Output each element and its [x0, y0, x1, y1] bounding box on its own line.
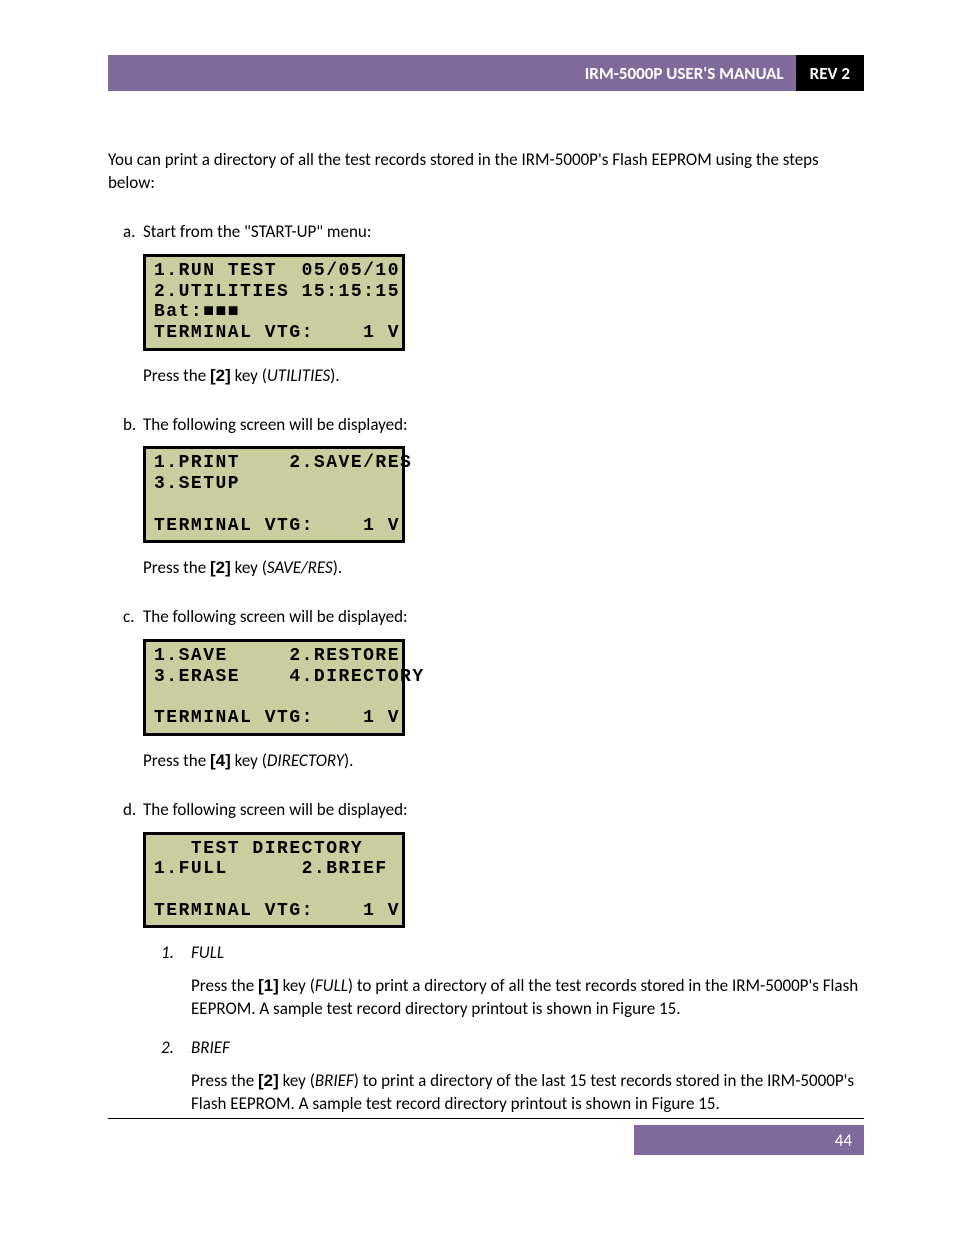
key-label: [1] — [258, 976, 279, 995]
option-title: BRIEF — [191, 1037, 230, 1060]
lcd-screen-directory: TEST DIRECTORY 1.FULL 2.BRIEF TERMINAL V… — [143, 832, 405, 929]
footer-rule — [108, 1118, 864, 1119]
desc-pre: Press the — [191, 1070, 258, 1091]
step-letter: b. — [108, 414, 143, 603]
press-pre: Press the — [143, 557, 210, 578]
key-label: [2] — [258, 1071, 279, 1090]
step-a: a. Start from the "START-UP" menu: 1.RUN… — [108, 221, 864, 410]
intro-text: You can print a directory of all the tes… — [108, 149, 864, 195]
key-label: [4] — [210, 751, 231, 770]
press-pre: Press the — [143, 750, 210, 771]
desc-label: FULL — [315, 975, 348, 996]
press-mid: key ( — [231, 365, 267, 386]
lcd-line: TERMINAL VTG: 1 V — [154, 901, 400, 921]
key-label: [2] — [210, 558, 231, 577]
lcd-line: 1.PRINT 2.SAVE/RES — [154, 453, 412, 473]
lcd-line: 2.UTILITIES 15:15:15 — [154, 282, 400, 302]
step-body: The following screen will be displayed: … — [143, 414, 864, 603]
lcd-line: TERMINAL VTG: 1 V — [154, 323, 400, 343]
page-header: IRM-5000P USER'S MANUAL REV 2 — [108, 55, 864, 91]
step-text: The following screen will be displayed: — [143, 414, 864, 437]
lcd-line: Bat:■■■ — [154, 302, 240, 322]
step-c: c. The following screen will be displaye… — [108, 606, 864, 795]
lcd-screen-save-res: 1.SAVE 2.RESTORE 3.ERASE 4.DIRECTORY TER… — [143, 639, 405, 736]
lcd-line: 1.FULL 2.BRIEF — [154, 859, 388, 879]
option-desc: Press the [2] key (BRIEF) to print a dir… — [191, 1070, 864, 1116]
instruction-text: Press the [4] key (DIRECTORY). — [143, 750, 864, 773]
step-body: The following screen will be displayed: … — [143, 799, 864, 1132]
desc-label: BRIEF — [315, 1070, 354, 1091]
step-letter: d. — [108, 799, 143, 1132]
page-footer: 44 — [108, 1118, 864, 1155]
press-post: ). — [330, 365, 339, 386]
press-label: UTILITIES — [267, 365, 330, 386]
lcd-line: 3.ERASE 4.DIRECTORY — [154, 667, 425, 687]
press-mid: key ( — [231, 557, 267, 578]
lcd-line: TEST DIRECTORY — [154, 839, 363, 859]
instruction-text: Press the [2] key (UTILITIES). — [143, 365, 864, 388]
page-number-box: 44 — [634, 1125, 864, 1155]
lcd-screen-utilities: 1.PRINT 2.SAVE/RES 3.SETUP TERMINAL VTG:… — [143, 446, 405, 543]
key-label: [2] — [210, 366, 231, 385]
lcd-line: TERMINAL VTG: 1 V — [154, 708, 400, 728]
option-full: 1. FULL — [161, 942, 864, 965]
header-rev-bar: REV 2 — [796, 55, 864, 91]
option-num: 2. — [161, 1037, 191, 1060]
step-b: b. The following screen will be displaye… — [108, 414, 864, 603]
page-content: You can print a directory of all the tes… — [0, 91, 954, 1132]
press-mid: key ( — [231, 750, 267, 771]
header-title: IRM-5000P USER'S MANUAL — [585, 63, 784, 84]
step-text: The following screen will be displayed: — [143, 799, 864, 822]
option-title: FULL — [191, 942, 224, 965]
lcd-line: 1.RUN TEST 05/05/10 — [154, 261, 400, 281]
step-letter: a. — [108, 221, 143, 410]
step-text: Start from the "START-UP" menu: — [143, 221, 864, 244]
step-text: The following screen will be displayed: — [143, 606, 864, 629]
lcd-line: TERMINAL VTG: 1 V — [154, 516, 400, 536]
press-label: SAVE/RES — [267, 557, 333, 578]
press-pre: Press the — [143, 365, 210, 386]
lcd-screen-startup: 1.RUN TEST 05/05/10 2.UTILITIES 15:15:15… — [143, 254, 405, 351]
step-body: The following screen will be displayed: … — [143, 606, 864, 795]
step-body: Start from the "START-UP" menu: 1.RUN TE… — [143, 221, 864, 410]
lcd-line: 1.SAVE 2.RESTORE — [154, 646, 400, 666]
document-page: IRM-5000P USER'S MANUAL REV 2 You can pr… — [0, 0, 954, 1235]
press-label: DIRECTORY — [267, 750, 344, 771]
page-number: 44 — [835, 1130, 852, 1151]
press-post: ). — [333, 557, 342, 578]
lcd-line: 3.SETUP — [154, 474, 240, 494]
header-rev: REV 2 — [810, 63, 850, 84]
instruction-text: Press the [2] key (SAVE/RES). — [143, 557, 864, 580]
option-num: 1. — [161, 942, 191, 965]
press-post: ). — [344, 750, 353, 771]
desc-pre: Press the — [191, 975, 258, 996]
step-d: d. The following screen will be displaye… — [108, 799, 864, 1132]
footer-bar: 44 — [108, 1125, 864, 1155]
desc-mid: key ( — [279, 1070, 315, 1091]
header-title-bar: IRM-5000P USER'S MANUAL — [108, 55, 796, 91]
step-letter: c. — [108, 606, 143, 795]
option-brief: 2. BRIEF — [161, 1037, 864, 1060]
option-desc: Press the [1] key (FULL) to print a dire… — [191, 975, 864, 1021]
desc-mid: key ( — [279, 975, 315, 996]
